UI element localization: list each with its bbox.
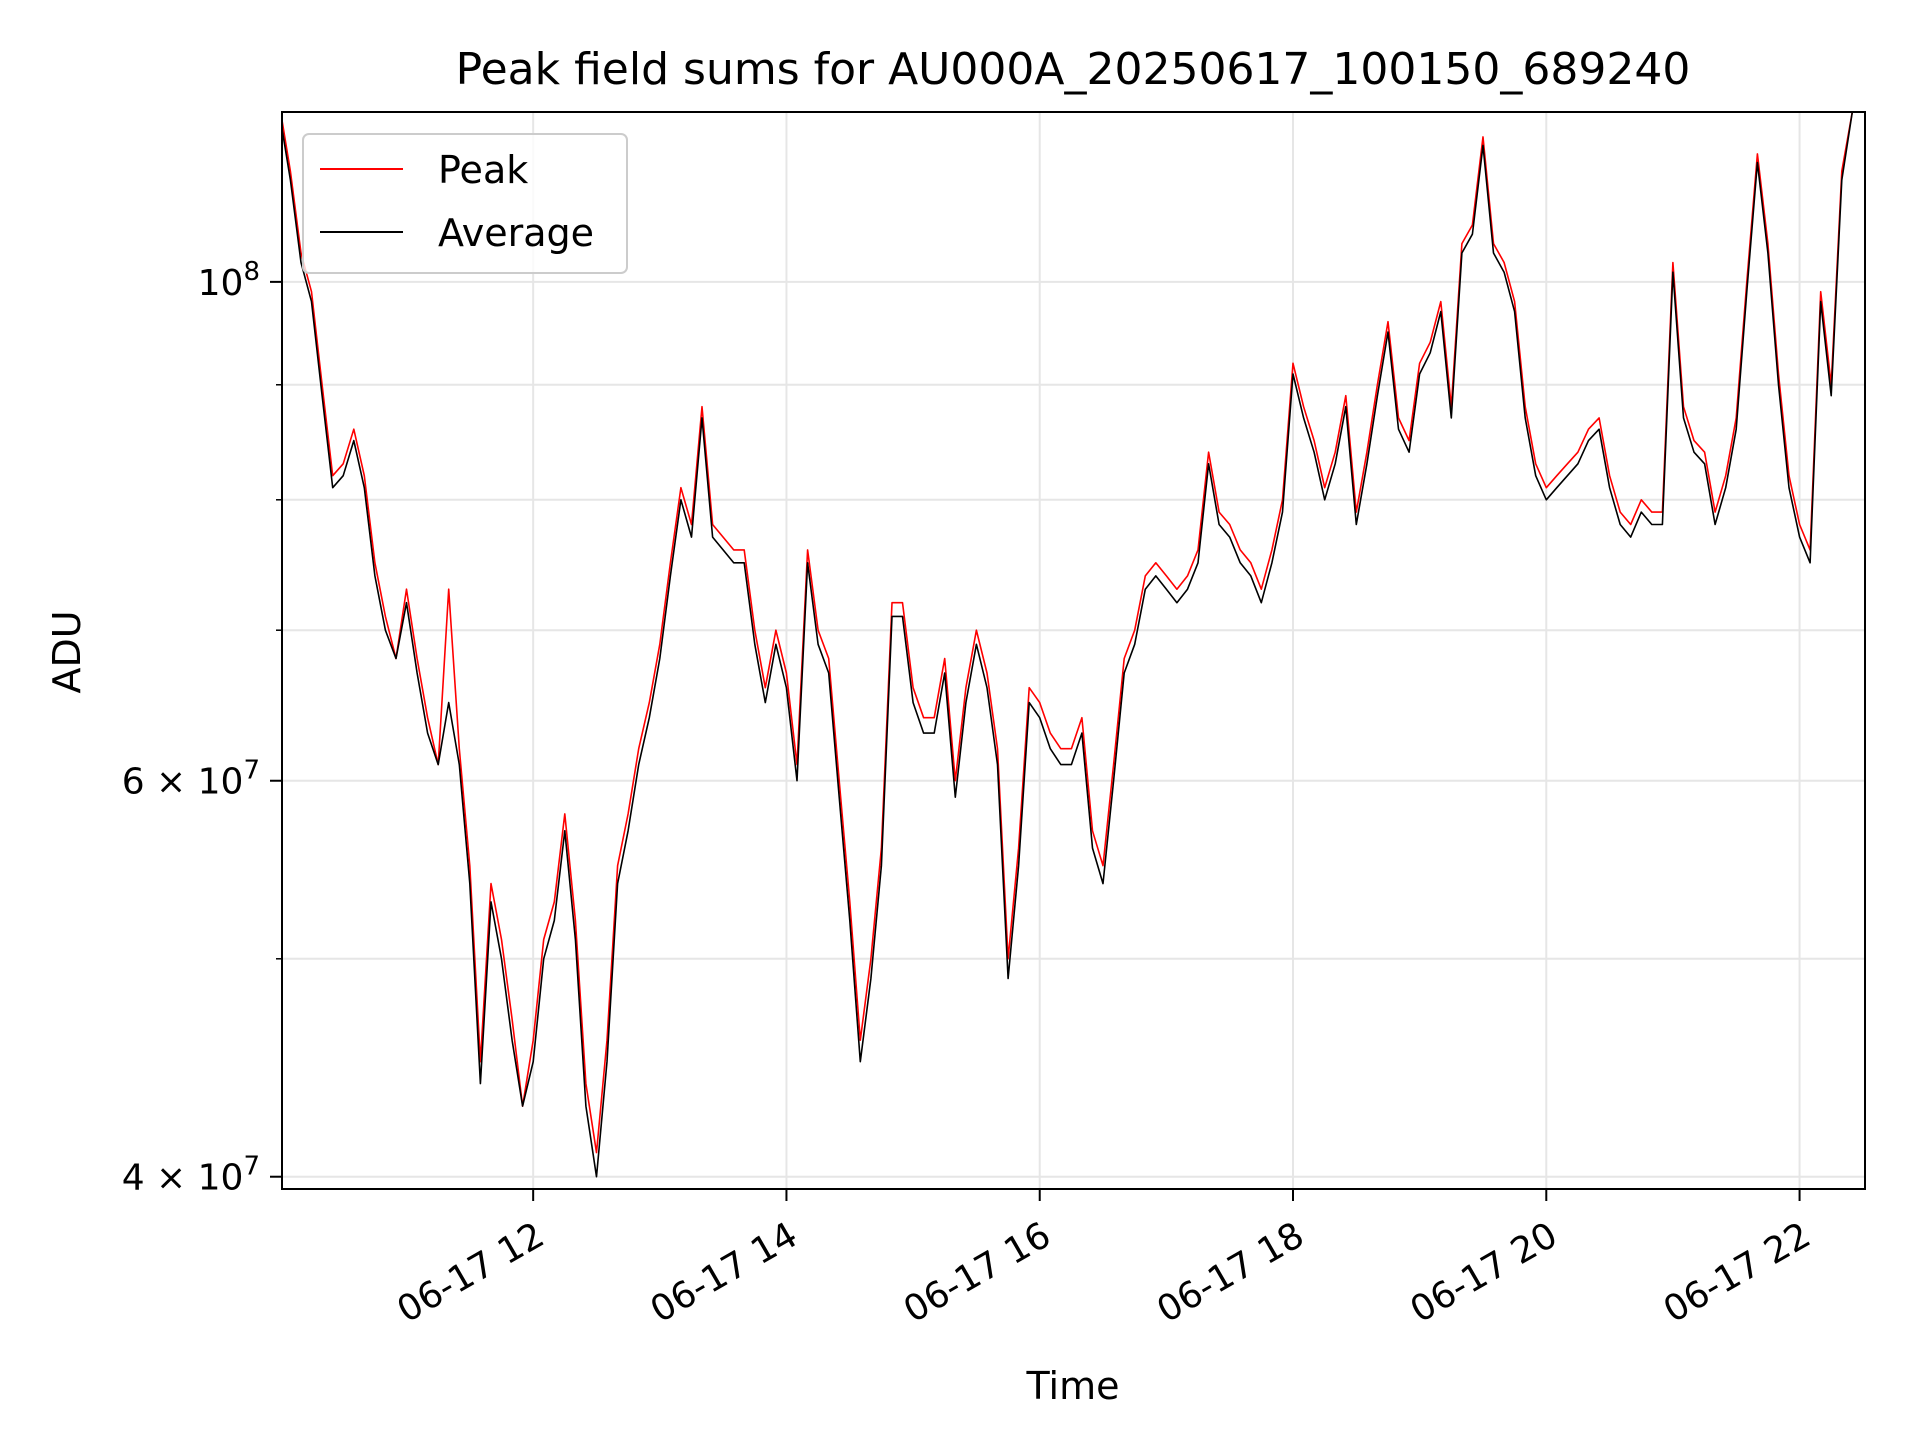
legend-label-peak: Peak [438, 148, 528, 192]
plot-area-frame [281, 111, 1866, 1190]
y-tick-label: 108 [198, 257, 260, 304]
y-tick-label: 6 × 107 [122, 756, 260, 803]
series-line-peak [281, 111, 1854, 1154]
chart-title: Peak field sums for AU000A_20250617_1001… [456, 44, 1691, 95]
x-axis-label: Time [1026, 1364, 1120, 1408]
series-line-average [281, 111, 1854, 1178]
legend: Peak Average [302, 133, 628, 274]
series-layer [281, 111, 1854, 1178]
legend-label-average: Average [438, 211, 594, 255]
y-axis: 4 × 107 6 × 107 108 [122, 257, 282, 1199]
y-axis-label: ADU [45, 610, 89, 693]
grid-layer [282, 112, 1865, 1189]
y-tick-label: 4 × 107 [122, 1152, 260, 1199]
